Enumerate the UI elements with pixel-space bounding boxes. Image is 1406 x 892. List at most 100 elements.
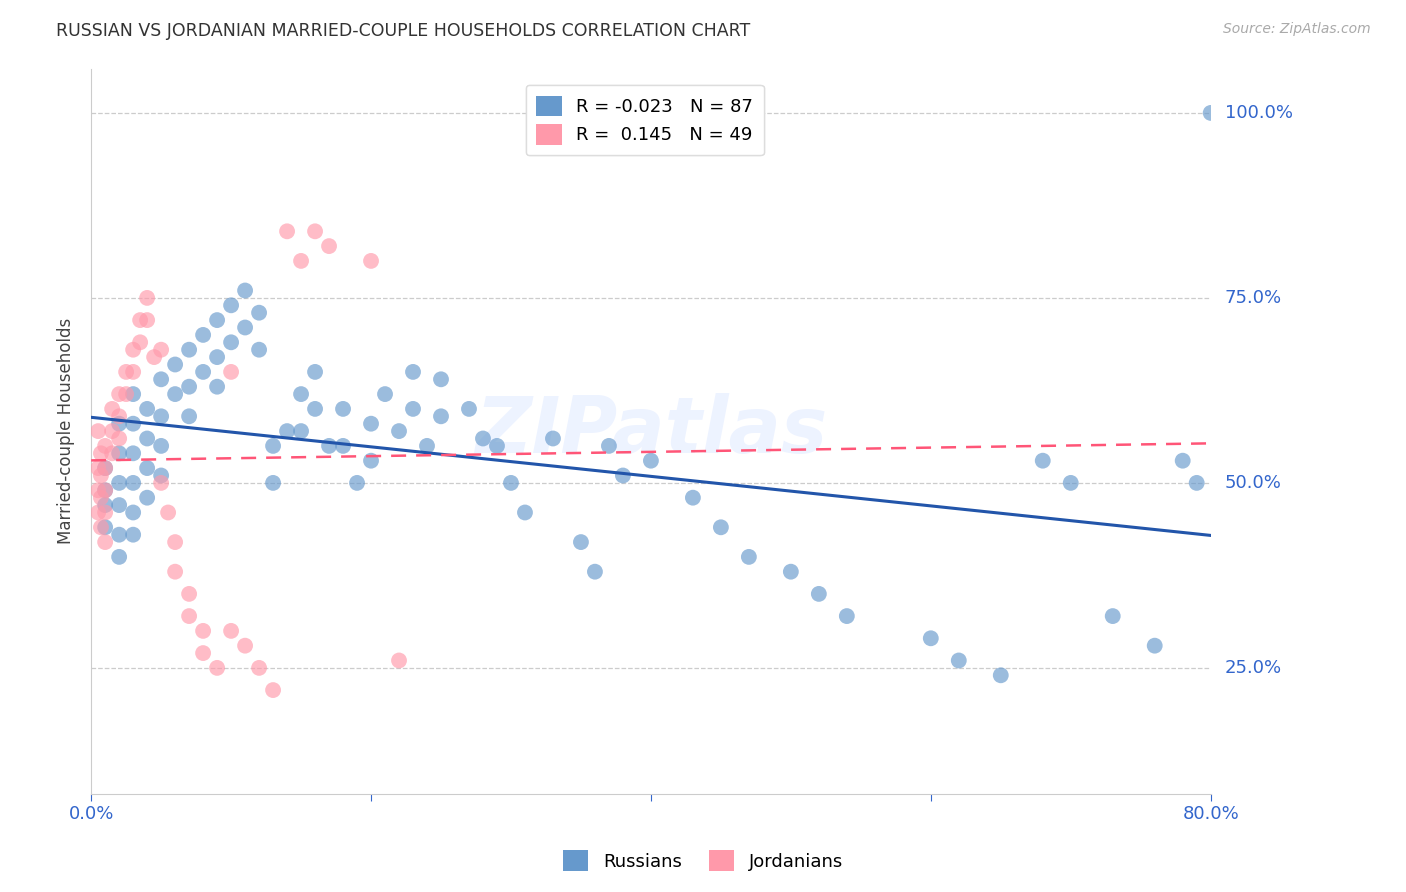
Point xyxy=(304,401,326,416)
Y-axis label: Married-couple Households: Married-couple Households xyxy=(58,318,75,544)
Point xyxy=(374,387,396,401)
Point xyxy=(87,506,110,520)
Point xyxy=(90,468,112,483)
Point xyxy=(990,668,1012,682)
Point xyxy=(122,387,145,401)
Point xyxy=(1199,106,1222,120)
Point xyxy=(90,446,112,460)
Point xyxy=(948,653,970,667)
Point xyxy=(485,439,508,453)
Point xyxy=(262,683,284,698)
Point xyxy=(108,527,131,541)
Point xyxy=(150,372,173,386)
Point xyxy=(318,439,340,453)
Point xyxy=(1185,475,1208,490)
Point xyxy=(304,365,326,379)
Point xyxy=(430,372,453,386)
Point xyxy=(191,327,214,342)
Point xyxy=(738,549,761,564)
Point xyxy=(318,239,340,253)
Point xyxy=(247,306,270,320)
Point xyxy=(205,350,228,364)
Point xyxy=(416,439,439,453)
Point xyxy=(205,661,228,675)
Point xyxy=(108,409,131,424)
Point xyxy=(219,365,242,379)
Point xyxy=(90,520,112,534)
Text: ZIPatlas: ZIPatlas xyxy=(475,393,827,469)
Point xyxy=(165,387,187,401)
Text: RUSSIAN VS JORDANIAN MARRIED-COUPLE HOUSEHOLDS CORRELATION CHART: RUSSIAN VS JORDANIAN MARRIED-COUPLE HOUS… xyxy=(56,22,751,40)
Point xyxy=(807,587,830,601)
Point xyxy=(388,424,411,438)
Text: 75.0%: 75.0% xyxy=(1225,289,1282,307)
Legend: R = -0.023   N = 87, R =  0.145   N = 49: R = -0.023 N = 87, R = 0.145 N = 49 xyxy=(526,85,763,155)
Point xyxy=(360,417,382,431)
Point xyxy=(101,446,124,460)
Point xyxy=(920,632,942,646)
Point xyxy=(430,409,453,424)
Point xyxy=(219,335,242,350)
Point xyxy=(108,446,131,460)
Point xyxy=(101,401,124,416)
Point xyxy=(233,320,256,334)
Point xyxy=(513,506,536,520)
Point xyxy=(122,417,145,431)
Point xyxy=(136,313,159,327)
Point xyxy=(87,461,110,475)
Point xyxy=(205,313,228,327)
Point xyxy=(129,335,152,350)
Point xyxy=(165,535,187,549)
Point xyxy=(612,468,634,483)
Point xyxy=(150,468,173,483)
Point xyxy=(150,475,173,490)
Point xyxy=(290,253,312,268)
Point xyxy=(179,609,201,624)
Point xyxy=(129,313,152,327)
Point xyxy=(94,483,117,498)
Point xyxy=(94,506,117,520)
Point xyxy=(115,387,138,401)
Point xyxy=(191,624,214,638)
Point xyxy=(136,461,159,475)
Point xyxy=(290,424,312,438)
Point xyxy=(1171,453,1194,467)
Point xyxy=(499,475,522,490)
Point xyxy=(1060,475,1083,490)
Point xyxy=(108,549,131,564)
Point xyxy=(472,432,495,446)
Point xyxy=(360,453,382,467)
Point xyxy=(402,365,425,379)
Point xyxy=(150,343,173,357)
Text: 50.0%: 50.0% xyxy=(1225,474,1281,491)
Point xyxy=(94,535,117,549)
Point xyxy=(332,401,354,416)
Point xyxy=(262,439,284,453)
Point xyxy=(1032,453,1054,467)
Point xyxy=(150,439,173,453)
Point xyxy=(108,417,131,431)
Point xyxy=(87,424,110,438)
Point xyxy=(122,527,145,541)
Point xyxy=(165,565,187,579)
Point xyxy=(122,446,145,460)
Point xyxy=(1101,609,1123,624)
Point xyxy=(191,646,214,660)
Point xyxy=(108,475,131,490)
Point xyxy=(569,535,592,549)
Legend: Russians, Jordanians: Russians, Jordanians xyxy=(555,843,851,879)
Point xyxy=(115,365,138,379)
Point xyxy=(262,475,284,490)
Point xyxy=(346,475,368,490)
Point xyxy=(219,298,242,312)
Point xyxy=(94,461,117,475)
Point xyxy=(179,587,201,601)
Text: Source: ZipAtlas.com: Source: ZipAtlas.com xyxy=(1223,22,1371,37)
Point xyxy=(1143,639,1166,653)
Text: 100.0%: 100.0% xyxy=(1225,103,1292,122)
Point xyxy=(402,401,425,416)
Point xyxy=(108,387,131,401)
Point xyxy=(247,343,270,357)
Point xyxy=(205,380,228,394)
Point xyxy=(94,520,117,534)
